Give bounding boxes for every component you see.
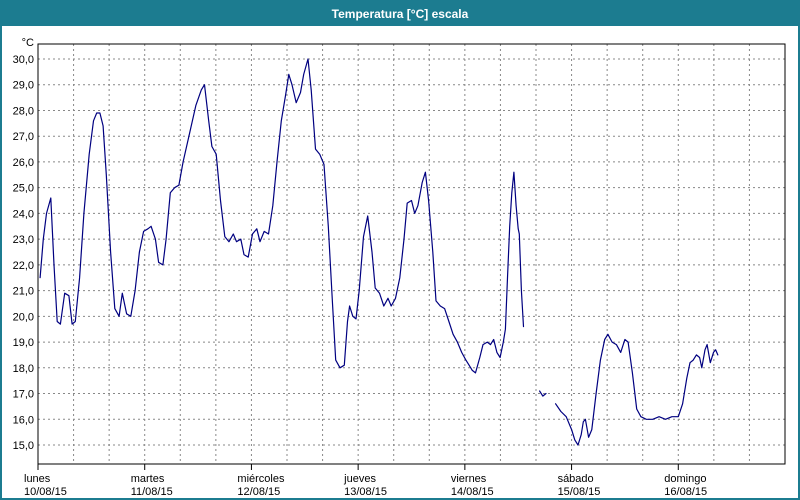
- svg-text:16,0: 16,0: [13, 414, 34, 426]
- svg-text:16/08/15: 16/08/15: [664, 486, 707, 498]
- window-titlebar: Temperatura [°C] escala: [2, 2, 798, 26]
- svg-text:19,0: 19,0: [13, 337, 34, 349]
- grid-horizontal: [38, 58, 785, 446]
- grid-vertical: [73, 44, 750, 464]
- temperature-chart: °C 30,0 29,0 28,0 27,0 26,0 25,0 24,0 23,0 22,0 21…: [13, 37, 786, 498]
- svg-text:miércoles: miércoles: [237, 473, 285, 485]
- svg-text:28,0: 28,0: [13, 105, 34, 117]
- svg-text:domingo: domingo: [664, 473, 706, 485]
- svg-text:°C: °C: [22, 37, 34, 49]
- svg-text:15,0: 15,0: [13, 440, 34, 452]
- svg-text:23,0: 23,0: [13, 234, 34, 246]
- chart-area: °C 30,0 29,0 28,0 27,0 26,0 25,0 24,0 23,0 22,0 21…: [2, 26, 798, 498]
- svg-text:18,0: 18,0: [13, 363, 34, 375]
- svg-text:martes: martes: [131, 473, 165, 485]
- svg-text:11/08/15: 11/08/15: [131, 486, 173, 498]
- svg-text:24,0: 24,0: [13, 208, 34, 220]
- window-title: Temperatura [°C] escala: [331, 7, 469, 21]
- svg-text:29,0: 29,0: [13, 80, 34, 92]
- plot-border: [37, 43, 786, 465]
- svg-text:sábado: sábado: [558, 473, 594, 485]
- svg-text:22,0: 22,0: [13, 260, 34, 272]
- svg-text:17,0: 17,0: [13, 389, 34, 401]
- svg-text:jueves: jueves: [343, 473, 376, 485]
- svg-text:14/08/15: 14/08/15: [451, 486, 494, 498]
- svg-text:21,0: 21,0: [13, 286, 34, 298]
- svg-text:25,0: 25,0: [13, 183, 34, 195]
- svg-text:13/08/15: 13/08/15: [344, 486, 387, 498]
- svg-text:26,0: 26,0: [13, 157, 34, 169]
- svg-text:15/08/15: 15/08/15: [558, 486, 601, 498]
- svg-text:10/08/15: 10/08/15: [24, 486, 67, 498]
- svg-text:20,0: 20,0: [13, 311, 34, 323]
- svg-text:30,0: 30,0: [13, 54, 34, 66]
- svg-text:lunes: lunes: [24, 473, 51, 485]
- svg-text:12/08/15: 12/08/15: [237, 486, 280, 498]
- svg-text:viernes: viernes: [451, 473, 487, 485]
- y-axis-labels: °C 30,0 29,0 28,0 27,0 26,0 25,0 24,0 23,0 22,0 21…: [13, 37, 34, 452]
- svg-text:27,0: 27,0: [13, 131, 34, 143]
- temperature-line: [39, 58, 719, 446]
